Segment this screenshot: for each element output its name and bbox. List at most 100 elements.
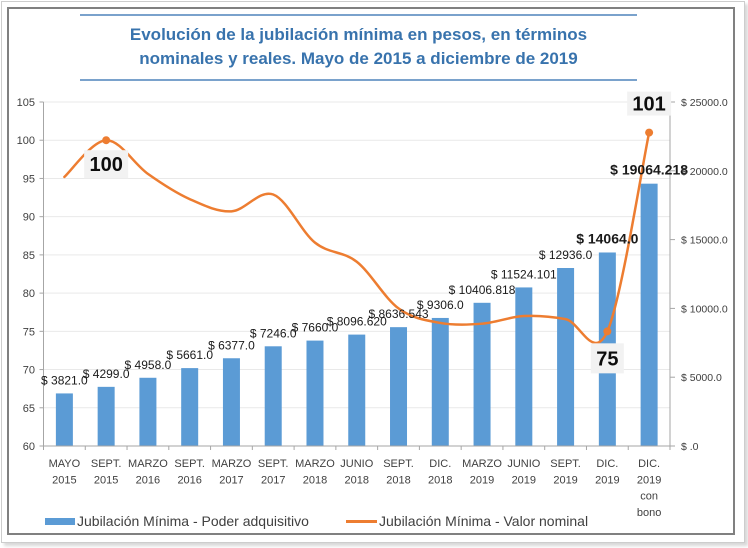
y-right-tick-label: $ 10000.0 xyxy=(681,303,728,315)
bar xyxy=(640,183,658,446)
x-tick-label-line: 2019 xyxy=(470,474,494,486)
bar xyxy=(222,358,240,446)
annotation-box xyxy=(590,343,624,374)
axes xyxy=(39,101,675,450)
y-right-tick-label: $ 20000.0 xyxy=(681,166,728,178)
bar xyxy=(181,368,199,446)
x-tick-label-line: 2018 xyxy=(345,474,369,486)
x-tick-label: MAYO 2015 xyxy=(49,458,81,486)
annotation-label: 100 xyxy=(89,154,122,176)
x-tick-label-line: 2018 xyxy=(386,474,410,486)
y-left-tick-label: 95 xyxy=(23,173,35,185)
x-tick-label: SEPT. 2017 xyxy=(258,458,289,486)
axis-tick-labels: 60 65 70 75 80 85 90 95 100 105 $ .0 $ 5000.0 $ 1000… xyxy=(17,97,728,519)
title-rule-top xyxy=(80,14,637,16)
x-tick-label: SEPT. 2016 xyxy=(174,458,205,486)
bar-data-label: $ 9306.0 xyxy=(417,298,464,312)
y-left-tick-label: 105 xyxy=(17,97,35,109)
bar-data-label: $ 19064.218 xyxy=(610,162,688,178)
x-tick-label-line: 2017 xyxy=(219,474,243,486)
bar-data-label: $ 4958.0 xyxy=(125,358,172,372)
annotation-label: 75 xyxy=(596,348,618,370)
x-tick-label: SEPT. 2015 xyxy=(91,458,122,486)
y-right-tick-label: $ 5000.0 xyxy=(681,372,722,384)
x-tick-label-line: JUNIO xyxy=(507,458,540,470)
bar xyxy=(557,268,575,446)
x-tick-label-line: 2016 xyxy=(136,474,160,486)
bar-data-label: $ 14064.0 xyxy=(576,230,638,246)
x-tick-label-line: SEPT. xyxy=(174,458,205,470)
chart-title: Evolución de la jubilación mínima en pes… xyxy=(60,23,657,71)
y-left-tick-label: 85 xyxy=(23,250,35,262)
annotation-box xyxy=(84,150,129,179)
y-left-tick-label: 60 xyxy=(23,441,35,453)
x-tick-label: SEPT. 2018 xyxy=(383,458,414,486)
x-tick-label-line: bono xyxy=(637,507,661,519)
bar-data-label: $ 10406.818 xyxy=(449,283,516,297)
bar-data-label: $ 12936.0 xyxy=(539,248,593,262)
bar-data-labels: $ 3821.0$ 4299.0$ 4958.0$ 5661.0$ 6377.0… xyxy=(41,162,688,388)
x-tick-label-line: 2019 xyxy=(553,474,577,486)
x-tick-label-line: 2017 xyxy=(261,474,285,486)
y-left-tick-label: 65 xyxy=(23,403,35,415)
x-tick-label: MARZO 2019 xyxy=(462,458,502,486)
x-tick-label: DIC. 2018 xyxy=(428,458,452,486)
x-tick-label-line: 2019 xyxy=(512,474,536,486)
x-tick-label: MARZO 2016 xyxy=(128,458,168,486)
x-tick-label: SEPT. 2019 xyxy=(550,458,581,486)
x-tick-label-line: MARZO xyxy=(462,458,502,470)
bar xyxy=(431,317,449,446)
line-marker xyxy=(645,128,654,137)
y-left-tick-label: 80 xyxy=(23,288,35,300)
chart-title-line-1: Evolución de la jubilación mínima en pes… xyxy=(129,25,588,44)
x-tick-label-line: JUNIO xyxy=(340,458,373,470)
x-tick-label: DIC. 2019 xyxy=(595,458,619,486)
x-tick-label-line: 2015 xyxy=(52,474,76,486)
line-annotation: 101 xyxy=(627,91,672,116)
bar xyxy=(515,287,533,446)
bar xyxy=(97,386,115,446)
bar-data-label: $ 8096.620 xyxy=(327,315,387,329)
x-tick-label-line: MARZO xyxy=(128,458,168,470)
x-tick-label-line: SEPT. xyxy=(258,458,289,470)
x-tick-label-line: 2019 xyxy=(637,474,661,486)
y-right-tick-label: $ 25000.0 xyxy=(681,97,728,109)
x-tick-label-line: DIC. xyxy=(596,458,618,470)
x-tick-label-line: MARZO xyxy=(212,458,252,470)
bar-data-label: $ 11524.101 xyxy=(491,267,557,281)
y-left-tick-label: 100 xyxy=(17,135,35,147)
y-right-tick-label: $ .0 xyxy=(681,441,699,453)
x-tick-label-line: SEPT. xyxy=(383,458,414,470)
bar-data-label: $ 5661.0 xyxy=(166,348,213,362)
x-tick-label-line: DIC. xyxy=(429,458,451,470)
y-left-tick-label: 70 xyxy=(23,365,35,377)
line-annotation: 100 xyxy=(84,150,129,179)
bar xyxy=(473,302,491,446)
x-tick-label: JUNIO 2019 xyxy=(507,458,540,486)
bar-data-label: $ 4299.0 xyxy=(83,367,130,381)
legend-label-valor-nominal: Jubilación Mínima - Valor nominal xyxy=(379,513,589,529)
bar-data-label: $ 7660.0 xyxy=(292,321,339,335)
x-tick-label-line: con xyxy=(640,491,658,503)
legend-label-poder-adquisitivo: Jubilación Mínima - Poder adquisitivo xyxy=(77,513,309,529)
x-tick-label-line: MARZO xyxy=(295,458,335,470)
bar xyxy=(390,327,408,446)
line-series-path xyxy=(63,131,651,345)
bar xyxy=(264,346,282,446)
legend-bar-swatch xyxy=(45,518,75,525)
y-right-tick-label: $ 15000.0 xyxy=(681,235,728,247)
y-left-tick-label: 75 xyxy=(23,326,35,338)
x-tick-label-line: 2019 xyxy=(595,474,619,486)
x-tick-label: MARZO 2018 xyxy=(295,458,335,486)
x-tick-label: DIC. 2019 con bono xyxy=(637,458,661,519)
x-tick-label-line: 2018 xyxy=(428,474,452,486)
x-tick-label: JUNIO 2018 xyxy=(340,458,373,486)
bar-series xyxy=(55,183,658,446)
bar-data-label: $ 7246.0 xyxy=(250,326,297,340)
x-tick-label-line: SEPT. xyxy=(91,458,122,470)
line-annotation: 75 xyxy=(590,343,624,374)
line-marker xyxy=(102,136,111,145)
chart-title-line-2: nominales y reales. Mayo de 2015 a dicie… xyxy=(139,49,578,68)
x-tick-label-line: MAYO xyxy=(49,458,81,470)
